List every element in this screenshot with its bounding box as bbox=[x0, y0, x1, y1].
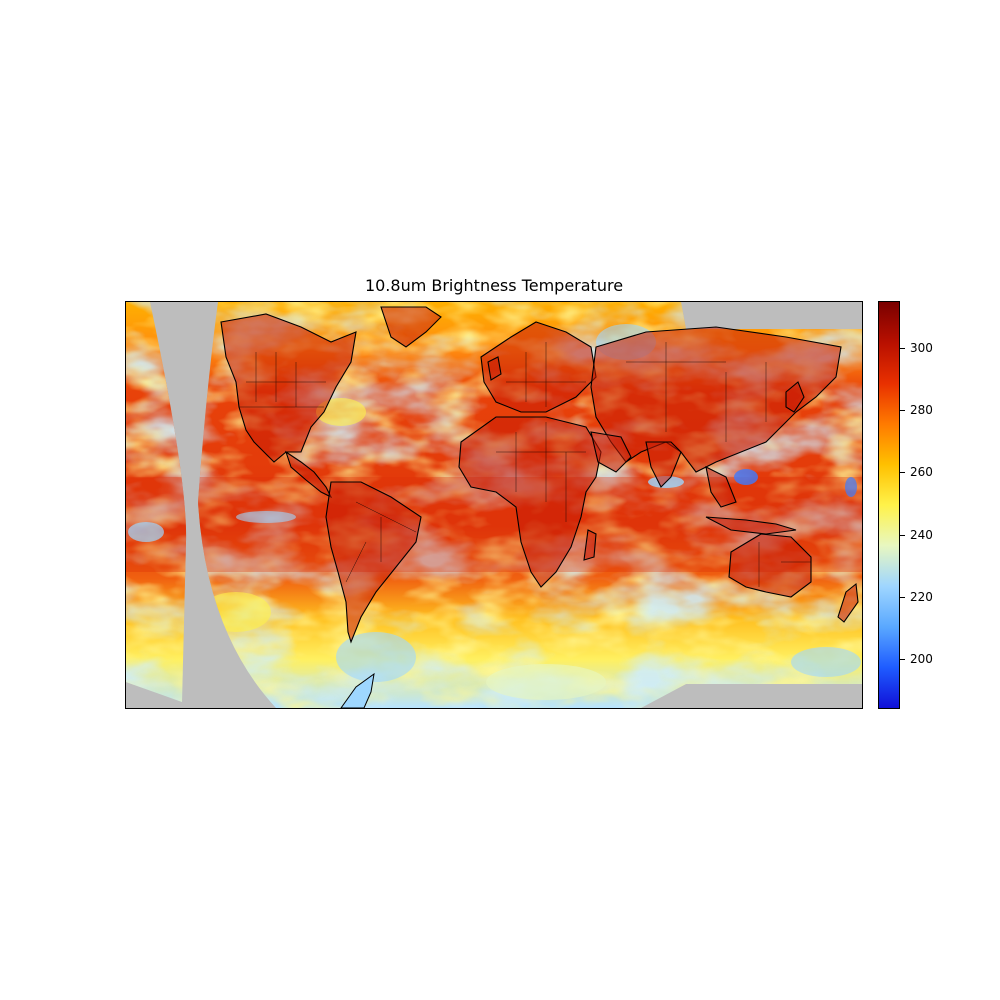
japan bbox=[785, 381, 805, 413]
india bbox=[645, 441, 682, 488]
greenland bbox=[380, 306, 442, 348]
south-america bbox=[325, 481, 422, 644]
country-borders bbox=[239, 342, 811, 587]
colorbar-tick-label: 220 bbox=[910, 590, 933, 604]
colorbar-tick bbox=[900, 535, 905, 536]
colorbar bbox=[878, 301, 900, 709]
colorbar-tick-label: 260 bbox=[910, 465, 933, 479]
southeast-asia bbox=[705, 466, 737, 508]
colorbar-tick bbox=[900, 410, 905, 411]
colorbar-tick bbox=[900, 472, 905, 473]
africa bbox=[458, 416, 602, 588]
cold-cloud-spot bbox=[734, 469, 758, 485]
indonesia bbox=[705, 516, 797, 535]
colorbar-tick-label: 300 bbox=[910, 341, 933, 355]
brightness-temperature-map bbox=[126, 302, 862, 708]
colorbar-tick-label: 200 bbox=[910, 652, 933, 666]
british-isles bbox=[487, 356, 502, 381]
antarctic-peninsula bbox=[340, 672, 375, 708]
land-masses bbox=[220, 306, 859, 644]
colorbar-tick bbox=[900, 659, 905, 660]
arabia bbox=[590, 431, 632, 473]
new-zealand bbox=[837, 582, 859, 623]
colorbar-tick-label: 280 bbox=[910, 403, 933, 417]
madagascar bbox=[583, 529, 597, 561]
map-panel bbox=[125, 301, 863, 709]
map-title: 10.8um Brightness Temperature bbox=[364, 276, 624, 295]
colorbar-tick bbox=[900, 597, 905, 598]
europe bbox=[480, 321, 597, 413]
colorbar-tick-label: 240 bbox=[910, 528, 933, 542]
australia bbox=[728, 533, 812, 598]
colorbar-tick bbox=[900, 348, 905, 349]
